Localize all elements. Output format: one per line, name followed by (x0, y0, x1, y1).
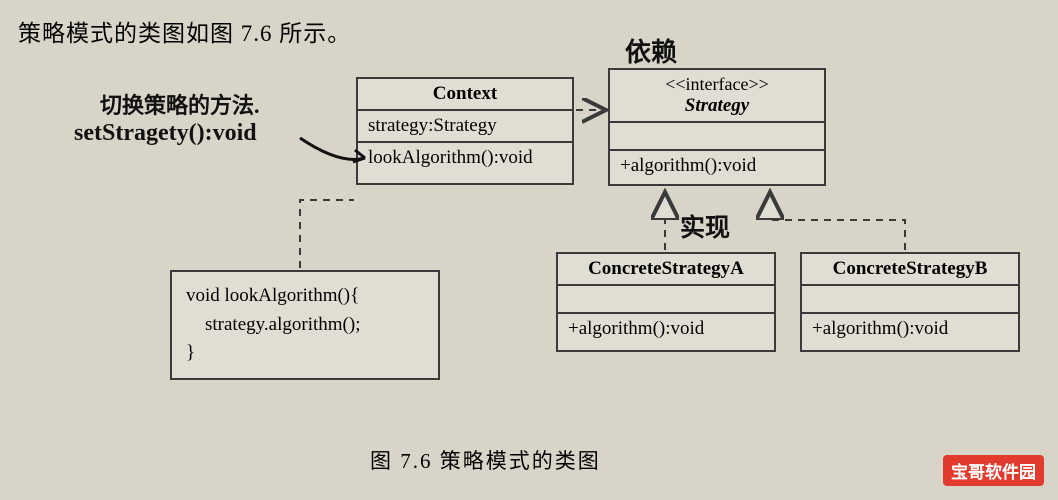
concrete-a-op: +algorithm():void (558, 314, 774, 344)
strategy-empty (610, 123, 824, 151)
concrete-a-empty (558, 286, 774, 314)
strategy-op: +algorithm():void (610, 151, 824, 181)
context-attr: strategy:Strategy (358, 111, 572, 143)
uml-class-concrete-a: ConcreteStrategyA +algorithm():void (556, 252, 776, 352)
concrete-a-title: ConcreteStrategyA (558, 254, 774, 286)
diagram-arrows (0, 0, 1058, 500)
uml-class-concrete-b: ConcreteStrategyB +algorithm():void (800, 252, 1020, 352)
handwritten-depend: 依赖 (625, 32, 677, 69)
concrete-b-title: ConcreteStrategyB (802, 254, 1018, 286)
handwritten-set-method: setStragety():void (74, 120, 257, 147)
intro-text: 策略模式的类图如图 7.6 所示。 (18, 14, 351, 48)
handwritten-impl: 实现 (680, 208, 730, 244)
context-title: Context (358, 79, 572, 111)
uml-class-context: Context strategy:Strategy lookAlgorithm(… (356, 77, 574, 185)
handwritten-switch-note: 切换策略的方法. (100, 88, 260, 120)
arrow-realize-b (770, 192, 905, 250)
context-op: lookAlgorithm():void (358, 143, 572, 173)
watermark-badge: 宝哥软件园 (943, 455, 1044, 486)
strategy-stereotype: <<interface>> (620, 74, 814, 95)
concrete-b-empty (802, 286, 1018, 314)
code-note: void lookAlgorithm(){ strategy.algorithm… (170, 270, 440, 380)
strategy-name: Strategy (685, 95, 749, 116)
concrete-b-op: +algorithm():void (802, 314, 1018, 344)
uml-interface-strategy: <<interface>> Strategy +algorithm():void (608, 68, 826, 186)
strategy-title: <<interface>> Strategy (610, 70, 824, 123)
figure-caption: 图 7.6 策略模式的类图 (370, 445, 601, 475)
note-link (300, 200, 354, 268)
